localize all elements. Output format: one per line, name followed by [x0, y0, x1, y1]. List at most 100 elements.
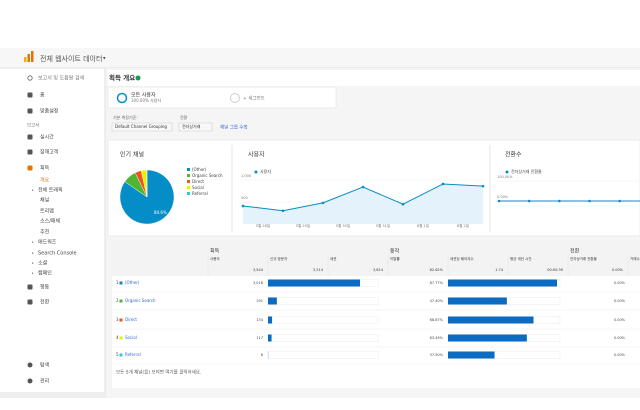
- legend-label: Direct: [192, 179, 204, 184]
- point: [281, 209, 285, 213]
- edit-channel-link[interactable]: 채널 그룹 수정: [220, 124, 248, 131]
- nav-item[interactable]: Search Console: [38, 251, 77, 257]
- legend-label: 전자상거래 전환율: [511, 168, 542, 174]
- conversion-dropdown[interactable]: [178, 122, 213, 132]
- users-bar: [268, 316, 273, 324]
- dimension-value[interactable]: Default Channel Grouping: [115, 124, 167, 129]
- legend-swatch: [187, 180, 190, 183]
- account-caret[interactable]: ▾: [103, 56, 106, 62]
- table-header: [112, 240, 640, 276]
- nav-icon: [27, 149, 33, 155]
- point: [527, 199, 531, 203]
- channel-link[interactable]: Direct: [125, 317, 137, 322]
- y-tick-label: 500: [241, 196, 248, 200]
- bounce-bar: [448, 351, 495, 359]
- segment-sub: 100.00% 사용자: [131, 97, 161, 103]
- conversion-cell: 0.00%: [614, 318, 626, 322]
- nav-arrow: ▸: [32, 271, 34, 275]
- sidebar-foot: [0, 392, 105, 398]
- y-tick-label: 0.00%: [497, 195, 509, 199]
- column-header[interactable]: 이탈률: [390, 256, 400, 261]
- point: [558, 199, 561, 203]
- bar-track: [267, 297, 379, 305]
- nav-item[interactable]: 맞춤설정: [40, 108, 58, 115]
- area: [243, 183, 483, 224]
- segment-icon[interactable]: [116, 92, 128, 104]
- dimension-dropdown[interactable]: [111, 122, 173, 132]
- x-tick-label: 6월 1일: [417, 223, 429, 228]
- legend-label: 사용자: [260, 168, 271, 174]
- legend-swatch: [187, 174, 190, 177]
- nav-item[interactable]: 관리: [40, 378, 49, 385]
- legend-dot: [254, 170, 258, 174]
- nav-item[interactable]: 개요: [40, 177, 50, 184]
- nav-item[interactable]: 실시간: [40, 134, 54, 141]
- channel-link[interactable]: Referral: [125, 352, 141, 357]
- legend-label: Social: [192, 185, 204, 190]
- nav-item[interactable]: 행동: [40, 284, 50, 291]
- legend-swatch: [187, 186, 190, 189]
- conversion-value[interactable]: 전자상거래: [182, 123, 201, 129]
- legend-label: Organic Search: [192, 173, 223, 178]
- column-header[interactable]: 신규 방문자: [270, 256, 288, 261]
- total-cell: 3,314: [313, 268, 324, 272]
- nav-item[interactable]: 애드워즈: [38, 239, 57, 246]
- nav-item[interactable]: 잠재고객: [40, 149, 59, 156]
- point: [441, 182, 445, 186]
- conversion-cell: 0.00%: [614, 281, 626, 285]
- nav-item[interactable]: 채널: [40, 197, 50, 204]
- point: [241, 204, 245, 208]
- total-cell: 3,544: [253, 268, 264, 272]
- nav-item[interactable]: 탐색: [40, 362, 50, 369]
- total-cell: 1.74: [495, 268, 504, 272]
- nav-item[interactable]: 소셜: [38, 260, 48, 267]
- x-tick-label: 5월 30일: [336, 223, 350, 228]
- channel-link[interactable]: (Other): [125, 280, 140, 285]
- column-header[interactable]: 사용자: [210, 256, 220, 261]
- nav-item[interactable]: 전환: [40, 299, 50, 306]
- nav-item[interactable]: 획득: [40, 165, 50, 172]
- nav-arrow: ▸: [32, 251, 34, 255]
- nav-item[interactable]: 소스/매체: [40, 218, 60, 225]
- channel-link[interactable]: Organic Search: [125, 298, 156, 303]
- bounce-cell: 47.40%: [430, 299, 444, 303]
- conversion-cell: 0.00%: [614, 299, 626, 303]
- column-header[interactable]: 평균 세션 시간: [510, 256, 532, 261]
- total-cell: 3,614: [373, 268, 384, 272]
- row-number: 2: [116, 298, 119, 303]
- chart-title: 전환수: [505, 151, 522, 159]
- nav-icon: [27, 165, 33, 171]
- users-cell: 291: [256, 299, 263, 303]
- column-header[interactable]: 전자상거래 전환율: [570, 256, 598, 261]
- nav-icon: [27, 92, 33, 98]
- row-number: 4: [116, 335, 119, 340]
- nav-item[interactable]: 홈: [40, 92, 45, 99]
- bar-track: [267, 334, 379, 342]
- page-title: 획득 개요: [109, 73, 135, 82]
- row-swatch: [119, 336, 123, 340]
- channel-link[interactable]: Social: [125, 335, 137, 340]
- group-header: 전환: [570, 248, 580, 255]
- sidebar-search[interactable]: 보고서 및 도움말 검색: [38, 75, 85, 82]
- nav-item[interactable]: 트리맵: [40, 208, 54, 215]
- nav-item[interactable]: 캠페인: [38, 270, 52, 277]
- nav-item: 보고서: [27, 122, 39, 129]
- row-swatch: [119, 281, 123, 285]
- add-segment[interactable]: + 세그먼트: [243, 95, 265, 102]
- account-title[interactable]: 전체 웹사이트 데이터: [40, 54, 102, 63]
- users-cell: 134: [256, 318, 263, 322]
- row-number: 5: [116, 352, 119, 357]
- footer-note[interactable]: 모든 5개 채널(을) 보려면 여기를 클릭하세요.: [116, 369, 201, 376]
- nav-icon: [27, 108, 33, 114]
- column-header[interactable]: 세션: [330, 256, 336, 261]
- column-header[interactable]: 거래수: [630, 256, 640, 261]
- nav-item[interactable]: 전체 트래픽: [38, 187, 63, 194]
- nav-icon: [27, 134, 33, 140]
- column-header[interactable]: 세션당 페이지수: [450, 256, 474, 261]
- segment-name[interactable]: 모든 사용자: [131, 92, 156, 99]
- add-segment-icon[interactable]: [230, 93, 240, 103]
- nav-item[interactable]: 추천: [40, 229, 50, 236]
- point: [401, 202, 405, 206]
- nav-arrow: ▸: [32, 261, 34, 265]
